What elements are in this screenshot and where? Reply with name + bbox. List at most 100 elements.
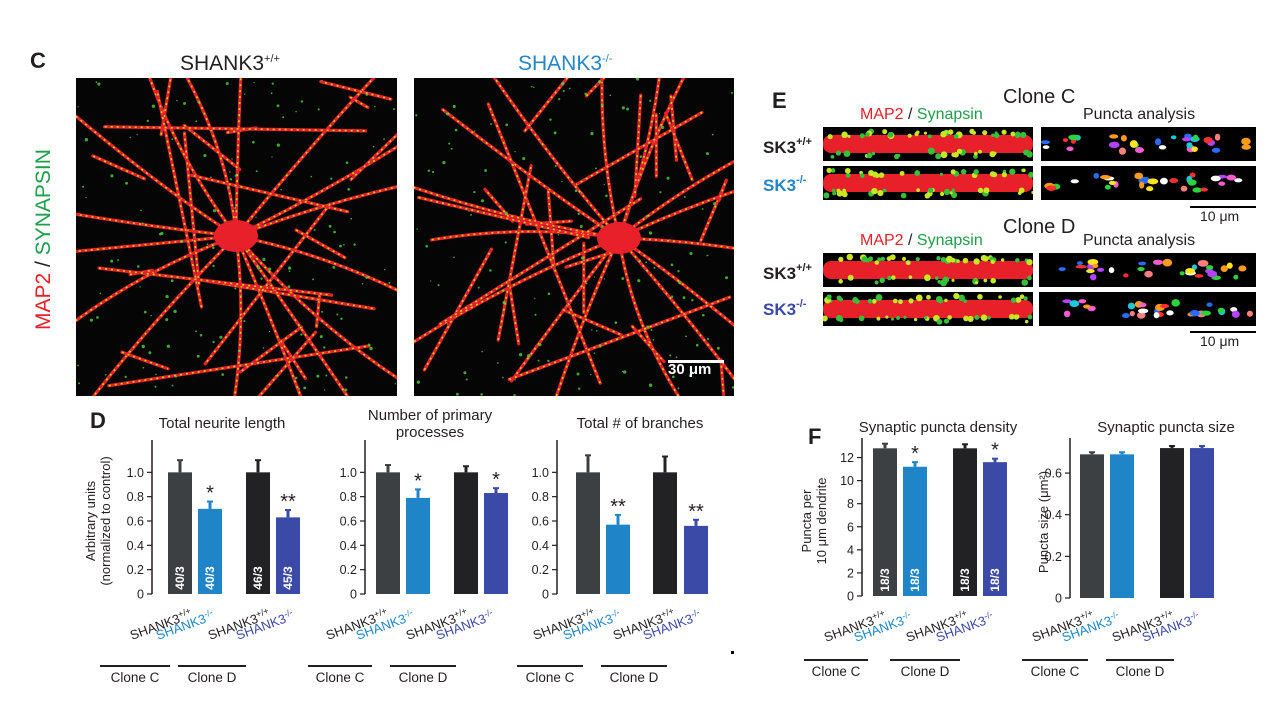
chart-title: Total neurite length	[159, 415, 286, 432]
panel-c-left-title: SHANK3+/+	[180, 52, 280, 75]
chart-title: Synaptic puncta density	[859, 419, 1018, 436]
y-axis-label: Puncta size (μm²)	[1036, 471, 1051, 573]
y-tick-label: 4	[847, 543, 854, 557]
clone-group-label: Clone C	[812, 664, 861, 679]
y-tick-label: 0.8	[532, 490, 549, 504]
n-label: 40/3	[203, 566, 217, 590]
row-label-d-wt: SK3+/+	[763, 262, 812, 283]
e-col-puncta-d: Puncta analysis	[1083, 232, 1196, 249]
e-col-map2-d: MAP2	[860, 232, 904, 249]
panel-d-letter: D	[90, 408, 106, 433]
y-tick-label: 0.6	[532, 515, 549, 529]
y-tick-label: 1.0	[532, 466, 549, 480]
y-tick-label: 0.4	[127, 539, 144, 553]
side-label-sep: /	[32, 255, 55, 273]
significance-marker: **	[280, 491, 296, 513]
y-tick-label: 0.2	[127, 563, 144, 577]
significance-marker: *	[414, 470, 422, 492]
y-tick-label: 2	[847, 566, 854, 580]
scale-bar-10um-c	[1190, 206, 1256, 208]
bar	[1110, 454, 1134, 598]
y-axis-label: Puncta per	[799, 489, 814, 553]
y-tick-label: 0.4	[1045, 508, 1062, 522]
stray-dot	[731, 651, 734, 654]
micrograph-wt	[76, 78, 397, 396]
y-tick-label: 0.2	[340, 563, 357, 577]
n-label: 45/3	[281, 566, 295, 590]
bar	[576, 472, 600, 594]
y-tick-label: 6	[847, 520, 854, 534]
e-col-sep-d: /	[903, 232, 917, 249]
y-tick-label: 0.2	[532, 563, 549, 577]
y-tick-label: 0.6	[340, 515, 357, 529]
cell-body	[214, 220, 258, 252]
y-tick-label: 0.4	[532, 539, 549, 553]
micrograph-ko: 30 μm	[414, 78, 734, 396]
neurite-network	[76, 78, 397, 396]
y-tick-label: 0	[542, 588, 549, 602]
y-axis-label: Arbitrary units	[83, 480, 98, 561]
panel-c-side-label: MAP2 / SYNAPSIN	[32, 149, 56, 330]
n-label: 18/3	[908, 568, 922, 592]
clone-c-title: Clone C	[1003, 86, 1076, 108]
significance-marker: *	[991, 440, 999, 462]
bar	[454, 472, 478, 594]
clone-group-label: Clone D	[188, 670, 237, 685]
chart-puncta-size: Synaptic puncta size Puncta size (μm²) 0 0.…	[1022, 419, 1235, 679]
significance-marker: **	[688, 501, 704, 523]
strip-c-wt-dendrite	[823, 127, 1033, 161]
y-tick-label: 8	[847, 497, 854, 511]
chart-title: Number of primary	[368, 407, 493, 424]
e-col-header-c: MAP2 / Synapsin	[860, 106, 983, 124]
strip-c-ko-dendrite	[823, 166, 1033, 200]
strip-d-ko-puncta	[1039, 292, 1256, 326]
e-col-puncta-c: Puncta analysis	[1083, 106, 1196, 123]
y-axis-label: (normalized to control)	[98, 456, 113, 585]
bar	[983, 462, 1007, 596]
y-tick-label: 0.6	[127, 515, 144, 529]
side-label-synapsin: SYNAPSIN	[32, 149, 55, 256]
clone-group-label: Clone D	[610, 670, 659, 685]
chart-total-neurite-length: Total neurite length Arbitrary units (norm…	[83, 415, 300, 685]
bar	[246, 472, 270, 594]
e-col-sep: /	[903, 106, 917, 123]
n-label: 40/3	[173, 566, 187, 590]
row-label-c-ko: SK3-/-	[763, 174, 807, 195]
bar	[953, 448, 977, 596]
bar	[653, 472, 677, 594]
significance-marker: *	[492, 469, 500, 491]
y-tick-label: 0	[1055, 592, 1062, 606]
clone-group-label: Clone D	[901, 664, 950, 679]
row-label-c-wt: SK3+/+	[763, 136, 812, 157]
e-col-synapsin-d: Synapsin	[916, 232, 983, 249]
chart-title: Total # of branches	[577, 415, 704, 432]
panel-c-right-title: SHANK3-/-	[518, 52, 613, 75]
y-tick-label: 0.4	[340, 539, 357, 553]
row-label-d-ko: SK3-/-	[763, 298, 807, 319]
panel-c-letter: C	[30, 48, 46, 73]
cell-body	[597, 222, 641, 254]
bar	[903, 466, 927, 596]
clone-group-label: Clone D	[1116, 664, 1165, 679]
clone-group-label: Clone C	[316, 670, 365, 685]
scale-bar-10um-c-label: 10 μm	[1200, 208, 1240, 224]
bar	[168, 472, 192, 594]
scale-bar-10um-d	[1190, 331, 1256, 333]
bar	[276, 517, 300, 594]
bar	[606, 524, 630, 594]
chart-puncta-density: Synaptic puncta density Puncta per 10 μm d…	[799, 419, 1018, 679]
clone-group-label: Clone C	[111, 670, 160, 685]
strip-d-wt-puncta	[1039, 253, 1256, 287]
y-tick-label: 0.2	[1045, 550, 1062, 564]
n-label: 18/3	[958, 568, 972, 592]
clone-group-label: Clone C	[526, 670, 575, 685]
strip-d-ko-dendrite	[823, 292, 1033, 326]
scale-bar-30um	[668, 360, 724, 363]
bar	[684, 525, 708, 594]
y-tick-label: 0.6	[1045, 467, 1062, 481]
neurite-network	[414, 78, 734, 396]
e-col-header-d: MAP2 / Synapsin	[860, 232, 983, 250]
y-tick-label: 0	[847, 590, 854, 604]
